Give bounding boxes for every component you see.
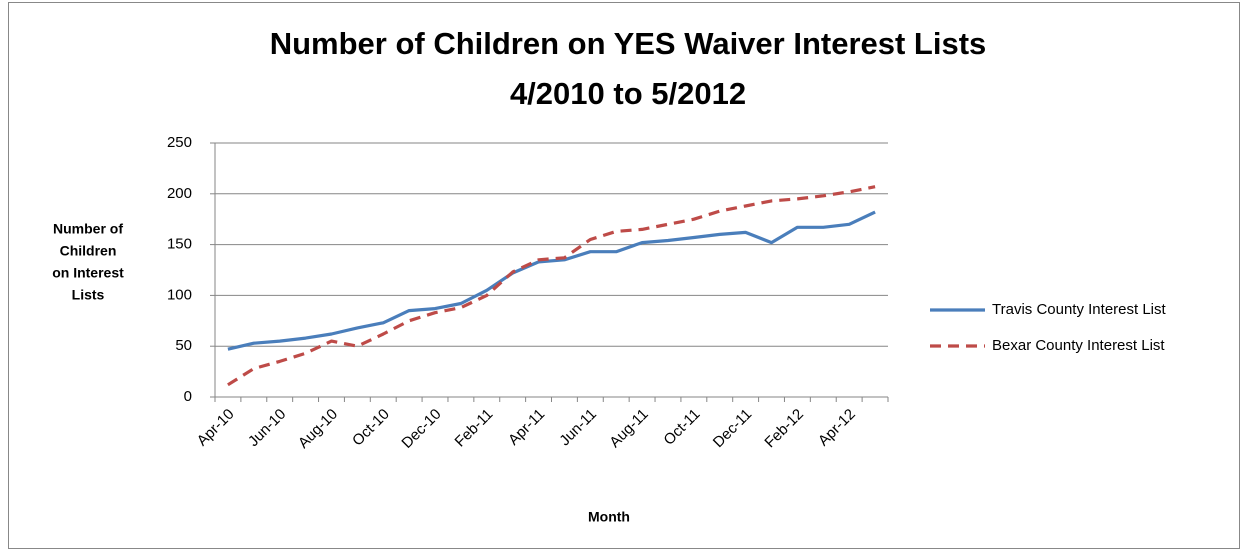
chart-subtitle: 4/2010 to 5/2012 xyxy=(510,76,746,111)
y-tick-label: 200 xyxy=(167,185,192,202)
y-axis-title: Lists xyxy=(72,287,105,303)
line-series xyxy=(227,210,876,351)
y-tick-label: 250 xyxy=(167,134,192,151)
y-axis-title: on Interest xyxy=(52,265,124,281)
y-axis-title: Number of xyxy=(53,221,123,237)
chart-border xyxy=(8,2,1240,549)
y-tick-label: 50 xyxy=(175,337,192,354)
y-tick-label: 0 xyxy=(184,388,192,405)
legend-label: Travis County Interest List xyxy=(992,301,1167,318)
legend-label: Bexar County Interest List xyxy=(992,337,1165,354)
y-tick-label: 150 xyxy=(167,236,192,253)
chart-title: Number of Children on YES Waiver Interes… xyxy=(270,26,987,61)
y-tick-label: 100 xyxy=(167,286,192,303)
line-series xyxy=(227,185,876,387)
x-axis-title: Month xyxy=(588,509,630,525)
y-axis-title: Children xyxy=(60,243,117,259)
